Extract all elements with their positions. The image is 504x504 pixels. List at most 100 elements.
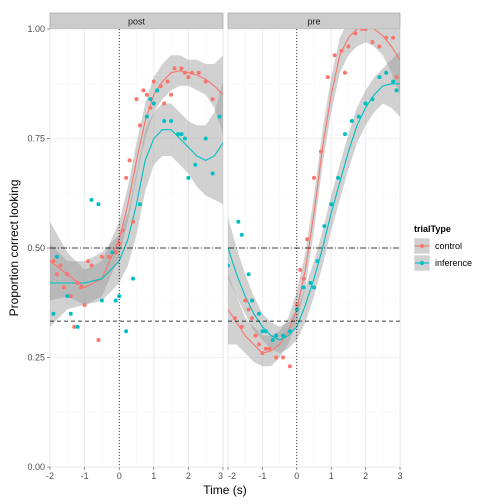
data-point-inference <box>148 97 153 102</box>
data-point-control <box>72 324 77 329</box>
legend-label-control: control <box>435 241 462 251</box>
data-point-inference <box>301 285 306 290</box>
data-point-inference <box>356 114 361 119</box>
confidence-band-control <box>228 29 400 367</box>
data-point-inference <box>203 136 208 141</box>
legend-key-point-control <box>420 244 424 248</box>
data-point-control <box>96 337 101 342</box>
data-point-control <box>79 285 84 290</box>
data-point-inference <box>236 219 241 224</box>
data-point-inference <box>260 329 265 334</box>
data-point-inference <box>155 88 160 93</box>
data-point-inference <box>182 136 187 141</box>
data-point-control <box>203 79 208 84</box>
legend-label-inference: inference <box>435 258 472 268</box>
x-axis-title: Time (s) <box>203 483 247 497</box>
legend-key-point-inference <box>420 261 424 265</box>
data-point-inference <box>246 272 251 277</box>
legend-title: trialType <box>414 224 451 234</box>
data-point-control <box>274 355 279 360</box>
data-point-control <box>318 149 323 154</box>
data-point-control <box>144 92 149 97</box>
data-point-control <box>182 70 187 75</box>
smooth-line-control <box>50 70 223 289</box>
data-point-control <box>394 75 399 80</box>
data-point-inference <box>270 337 275 342</box>
data-point-control <box>391 35 396 40</box>
smooth-line-inference <box>50 129 223 284</box>
data-point-control <box>141 88 146 93</box>
data-point-inference <box>329 202 334 207</box>
data-point-inference <box>239 232 244 237</box>
data-point-inference <box>322 224 327 229</box>
data-point-control <box>294 302 299 307</box>
data-point-control <box>210 97 215 102</box>
data-point-control <box>148 105 153 110</box>
data-point-control <box>253 333 258 338</box>
data-point-control <box>172 66 177 71</box>
data-point-inference <box>287 329 292 334</box>
data-point-control <box>127 158 132 163</box>
data-point-inference <box>137 202 142 207</box>
data-point-control <box>169 92 174 97</box>
data-point-inference <box>391 79 396 84</box>
data-point-inference <box>65 294 70 299</box>
data-point-control <box>134 97 139 102</box>
x-tick-label: -1 <box>81 471 89 481</box>
data-point-control <box>260 351 265 356</box>
data-point-control <box>75 281 80 286</box>
x-tick-label: 1 <box>329 471 334 481</box>
data-point-inference <box>179 132 184 137</box>
data-point-control <box>151 79 156 84</box>
data-point-control <box>298 267 303 272</box>
data-point-inference <box>274 333 279 338</box>
legend: trialType control inference <box>413 224 472 272</box>
facet-panel-pre: pre -2 -1 0 1 2 3 <box>227 12 403 481</box>
data-point-control <box>267 346 272 351</box>
data-point-inference <box>228 263 230 268</box>
x-tick-label: -1 <box>258 471 266 481</box>
data-point-control <box>65 272 70 277</box>
data-point-control <box>179 66 184 71</box>
y-tick-label: 0.75 <box>27 134 45 144</box>
data-point-control <box>196 70 201 75</box>
panel-plot-area <box>228 29 400 467</box>
data-point-inference <box>384 70 389 75</box>
y-axis-title: Proportion correct looking <box>7 180 21 317</box>
data-point-control <box>312 175 316 180</box>
data-point-control <box>377 44 382 49</box>
data-point-control <box>117 241 122 246</box>
data-point-inference <box>99 298 104 303</box>
data-point-inference <box>110 250 115 255</box>
data-point-control <box>232 316 237 321</box>
data-point-inference <box>370 97 375 102</box>
data-point-control <box>165 79 170 84</box>
data-point-inference <box>186 175 191 180</box>
data-point-inference <box>377 75 382 80</box>
data-point-inference <box>176 132 181 137</box>
data-point-inference <box>89 197 94 202</box>
data-point-control <box>68 294 73 299</box>
data-point-control <box>61 285 66 290</box>
data-point-control <box>384 35 389 40</box>
data-point-inference <box>308 281 313 286</box>
data-point-control <box>137 123 142 128</box>
data-point-control <box>353 31 358 36</box>
data-point-inference <box>256 311 261 316</box>
data-point-inference <box>394 88 399 93</box>
data-point-control <box>124 175 129 180</box>
x-tick-label: -2 <box>228 471 236 481</box>
data-point-control <box>332 53 337 58</box>
data-point-control <box>54 272 59 277</box>
data-point-inference <box>124 329 129 334</box>
data-point-control <box>342 70 347 75</box>
data-point-inference <box>349 118 354 123</box>
smooth-line-control <box>228 29 400 354</box>
data-point-control <box>82 302 87 307</box>
x-tick-label: 2 <box>363 471 368 481</box>
facet-strip-label: post <box>128 17 146 27</box>
data-point-inference <box>363 101 368 106</box>
data-point-control <box>281 355 286 360</box>
data-point-control <box>158 83 163 88</box>
